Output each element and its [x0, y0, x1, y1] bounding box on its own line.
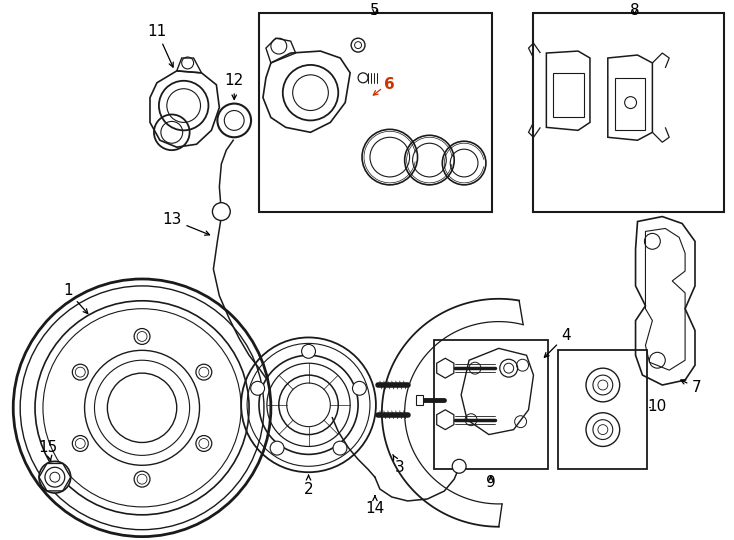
- Text: 9: 9: [486, 475, 495, 490]
- Text: 1: 1: [63, 284, 88, 314]
- Circle shape: [196, 364, 212, 380]
- Bar: [435, 340, 548, 469]
- Bar: [415, 395, 424, 405]
- Text: 13: 13: [162, 212, 209, 235]
- Circle shape: [196, 436, 212, 451]
- Bar: [259, 14, 492, 212]
- Text: 7: 7: [681, 380, 702, 395]
- Text: 12: 12: [225, 73, 244, 99]
- Bar: [559, 350, 647, 469]
- Circle shape: [134, 471, 150, 487]
- Text: 2: 2: [304, 475, 313, 497]
- Text: 15: 15: [38, 440, 57, 461]
- Text: 5: 5: [370, 3, 379, 18]
- Circle shape: [39, 461, 70, 493]
- Circle shape: [73, 364, 88, 380]
- Text: 11: 11: [148, 24, 173, 67]
- Circle shape: [134, 328, 150, 345]
- Circle shape: [73, 436, 88, 451]
- Text: 8: 8: [630, 3, 639, 18]
- Text: 3: 3: [393, 455, 404, 475]
- Circle shape: [352, 381, 366, 395]
- Bar: [534, 14, 724, 212]
- Circle shape: [302, 345, 316, 358]
- Circle shape: [333, 441, 347, 455]
- Circle shape: [452, 460, 466, 473]
- Circle shape: [270, 441, 284, 455]
- Text: 10: 10: [647, 399, 667, 414]
- Text: 4: 4: [545, 328, 571, 357]
- Text: 14: 14: [366, 496, 385, 516]
- Circle shape: [212, 202, 230, 220]
- Text: 6: 6: [385, 77, 395, 92]
- Circle shape: [251, 381, 264, 395]
